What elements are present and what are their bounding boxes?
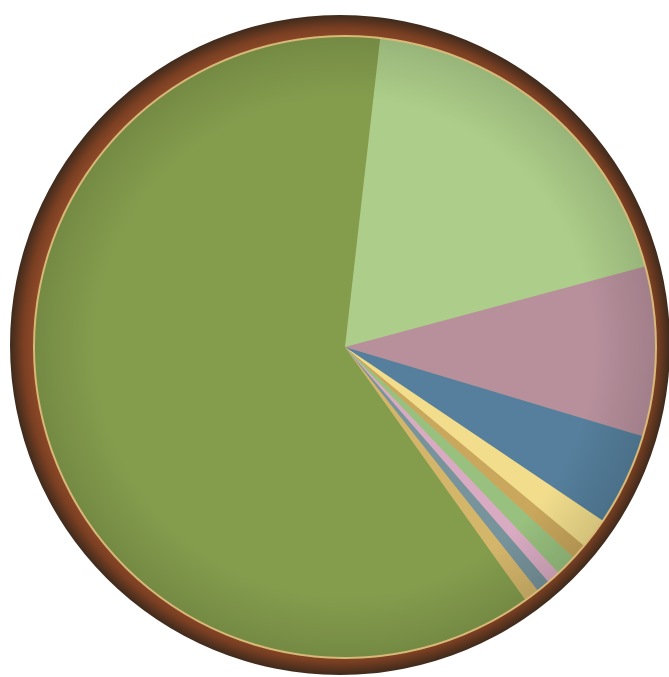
pie bbox=[34, 37, 655, 658]
